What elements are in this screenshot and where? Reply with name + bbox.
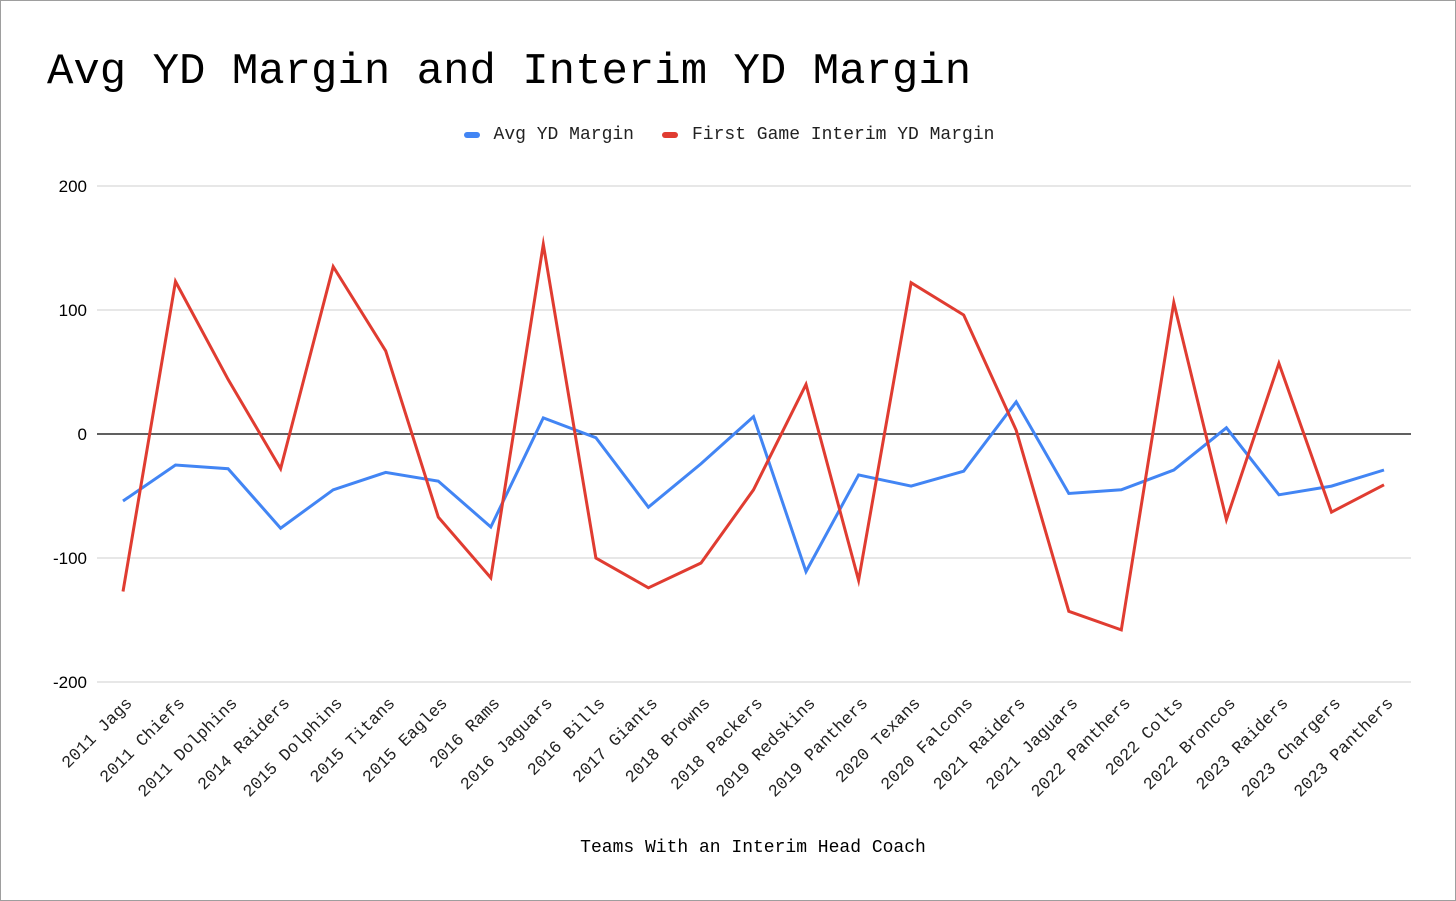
x-tick-label: 2014 Raiders bbox=[195, 695, 295, 795]
legend-label-avg: Avg YD Margin bbox=[493, 125, 634, 145]
x-tick-label: 2022 Panthers bbox=[1028, 695, 1135, 802]
chart-title: Avg YD Margin and Interim YD Margin bbox=[47, 47, 972, 97]
y-tick-label: 0 bbox=[78, 425, 87, 444]
y-tick-label: 200 bbox=[59, 177, 87, 196]
y-axis-ticks: 200 100 0 -100 -200 bbox=[53, 177, 87, 692]
x-tick-label: 2015 Dolphins bbox=[240, 695, 347, 802]
chart-legend: Avg YD Margin First Game Interim YD Marg… bbox=[1, 125, 1456, 145]
y-tick-label: 100 bbox=[59, 301, 87, 320]
x-tick-label: 2019 Redskins bbox=[713, 695, 820, 802]
series-line-first-game-interim-yd-margin bbox=[121, 234, 1385, 632]
series-line-avg-yd-margin bbox=[122, 399, 1385, 576]
x-tick-label: 2022 Broncos bbox=[1141, 695, 1241, 795]
legend-item-avg: Avg YD Margin bbox=[463, 125, 634, 145]
x-axis-label: Teams With an Interim Head Coach bbox=[580, 838, 926, 858]
x-tick-label: 2019 Panthers bbox=[766, 695, 873, 802]
legend-swatch-interim bbox=[661, 132, 678, 138]
series-layer bbox=[121, 234, 1385, 632]
x-tick-label: 2023 Chargers bbox=[1238, 695, 1345, 802]
x-tick-label: 2023 Raiders bbox=[1193, 695, 1293, 795]
y-tick-label: -200 bbox=[53, 673, 87, 692]
x-tick-label: 2021 Raiders bbox=[930, 695, 1030, 795]
x-tick-label: 2023 Panthers bbox=[1291, 695, 1398, 802]
x-tick-label: 2011 Dolphins bbox=[135, 695, 242, 802]
legend-item-interim: First Game Interim YD Margin bbox=[661, 125, 995, 145]
x-tick-label: 2018 Packers bbox=[668, 695, 768, 795]
x-tick-label: 2016 Jaguars bbox=[458, 695, 558, 795]
grid-layer bbox=[97, 185, 1411, 683]
x-tick-label: 2021 Jaguars bbox=[983, 695, 1083, 795]
legend-label-interim: First Game Interim YD Margin bbox=[691, 125, 995, 145]
legend-swatch-avg bbox=[463, 132, 480, 138]
x-tick-label: 2020 Falcons bbox=[878, 695, 978, 795]
y-tick-label: -100 bbox=[53, 549, 87, 568]
